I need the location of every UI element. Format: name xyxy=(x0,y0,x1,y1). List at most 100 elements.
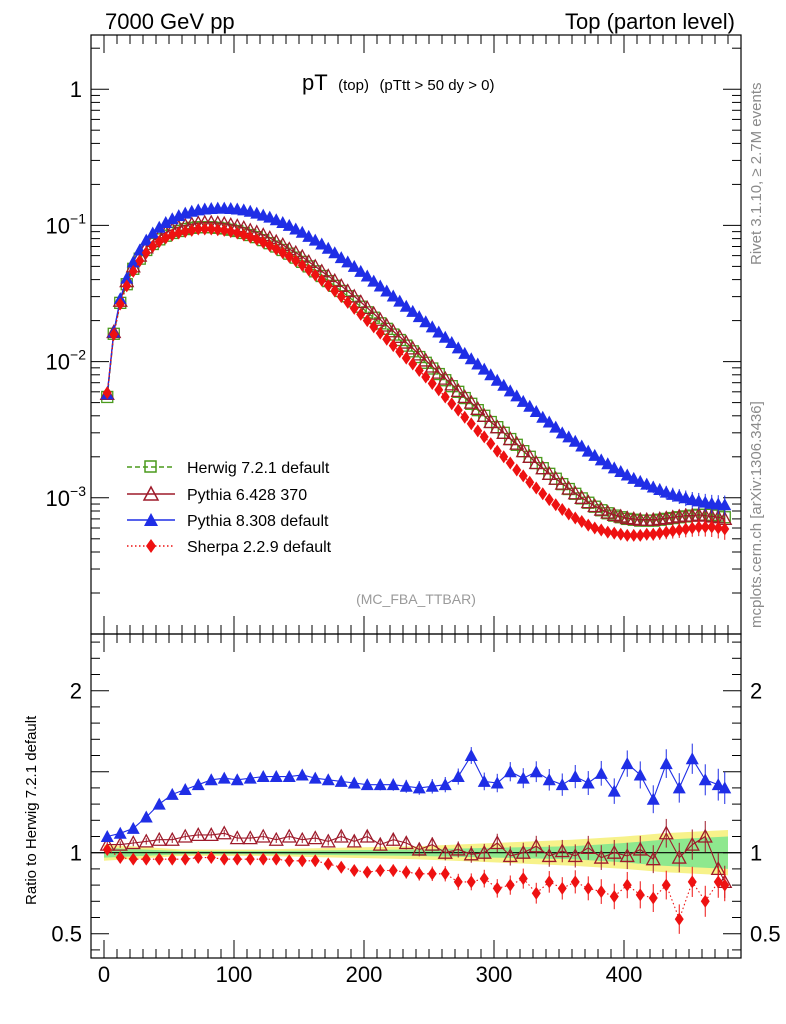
data-point xyxy=(161,231,171,245)
ratio-point xyxy=(178,783,192,796)
ratio-point xyxy=(139,810,153,823)
ratio-point xyxy=(606,844,622,859)
ratio-ylabel: Ratio to Herwig 7.2.1 default xyxy=(23,715,40,905)
data-point xyxy=(102,386,112,400)
ratio-point xyxy=(360,778,374,791)
ratio-point xyxy=(622,878,632,892)
data-point xyxy=(460,410,470,424)
ratio-point xyxy=(141,852,151,866)
y-tick-label: 10−3 xyxy=(46,483,87,511)
data-point xyxy=(372,311,388,326)
data-point xyxy=(707,520,717,534)
data-point xyxy=(568,434,582,447)
data-point xyxy=(525,475,535,489)
x-tick-label: 400 xyxy=(606,962,643,987)
ratio-point xyxy=(154,852,164,866)
data-point xyxy=(535,460,551,475)
ratio-point xyxy=(492,881,502,895)
x-tick-label: 0 xyxy=(98,962,110,987)
x-tick-label: 300 xyxy=(476,962,513,987)
ratio-point xyxy=(515,844,531,859)
ratio-point xyxy=(256,770,270,783)
ratio-y-tick-label-left: 2 xyxy=(70,679,82,704)
data-point xyxy=(315,237,329,250)
ratio-point xyxy=(503,765,517,778)
data-point xyxy=(453,403,463,417)
ratio-point xyxy=(258,852,268,866)
data-point xyxy=(447,397,457,411)
ratio-point xyxy=(490,776,504,789)
header-right: Top (parton level) xyxy=(565,9,735,34)
data-point xyxy=(607,461,621,474)
data-point xyxy=(425,320,439,333)
ratio-point xyxy=(284,854,294,868)
data-point xyxy=(713,521,723,535)
data-point xyxy=(479,430,489,444)
data-point xyxy=(549,420,563,433)
ratio-point xyxy=(596,885,606,899)
main-y-ticks xyxy=(91,47,741,635)
data-point xyxy=(360,269,374,282)
data-point xyxy=(505,456,515,470)
data-point xyxy=(347,259,361,272)
ratio-point xyxy=(671,849,687,864)
ratio-point xyxy=(698,773,712,786)
data-point xyxy=(393,294,407,307)
data-point xyxy=(375,326,385,340)
data-point xyxy=(567,485,583,500)
ratio-point xyxy=(373,778,387,791)
data-point xyxy=(310,268,320,282)
legend-label-pythia8: Pythia 8.308 default xyxy=(187,513,329,530)
ratio-point xyxy=(427,867,437,881)
main-panel: 1 10−1 10−2 10−3 xyxy=(46,34,742,635)
data-point xyxy=(561,480,577,495)
ratio-point xyxy=(310,854,320,868)
data-point xyxy=(536,410,550,423)
data-point xyxy=(302,229,316,242)
plot-title-cut: (pTtt > 50 dy > 0) xyxy=(379,77,494,94)
ratio-point xyxy=(450,841,466,856)
ratio-point xyxy=(100,830,114,842)
ratio-point xyxy=(674,912,684,926)
data-point xyxy=(323,279,333,293)
ratio-point xyxy=(568,770,582,783)
data-point xyxy=(694,520,704,534)
data-point xyxy=(515,443,531,458)
ratio-point xyxy=(718,781,732,794)
data-point xyxy=(385,323,401,338)
data-point xyxy=(401,351,411,365)
data-point xyxy=(226,225,236,239)
data-point xyxy=(574,489,590,504)
data-point xyxy=(386,289,400,302)
data-point xyxy=(471,357,485,370)
ratio-series-pythia-8-308-default xyxy=(100,743,732,842)
data-point xyxy=(139,233,153,246)
x-tick-label: 200 xyxy=(346,962,383,987)
ratio-point xyxy=(126,821,140,834)
ratio-point xyxy=(541,848,557,863)
legend-marker-pythia6 xyxy=(142,485,160,501)
ratio-y-tick-label-right: 1 xyxy=(750,841,762,866)
ratio-point xyxy=(190,827,206,842)
ratio-y-tick-label-left: 1 xyxy=(70,841,82,866)
ratio-point xyxy=(609,889,619,903)
data-point xyxy=(502,431,518,446)
data-point xyxy=(128,264,138,278)
data-point xyxy=(600,504,616,519)
data-point xyxy=(343,295,353,309)
ratio-point xyxy=(399,779,413,792)
ratio-frame xyxy=(90,633,742,959)
ratio-point xyxy=(645,851,661,866)
y-tick-label: 1 xyxy=(70,77,82,102)
data-point xyxy=(593,501,609,516)
data-point xyxy=(542,415,556,428)
data-point xyxy=(457,389,473,404)
data-point xyxy=(523,399,537,412)
ratio-panel: 2 2 1 1 0.5 0.5 0 100 200 300 400 xyxy=(51,633,781,987)
ratio-point xyxy=(411,841,427,856)
data-point xyxy=(590,521,600,535)
ratio-point xyxy=(531,886,541,900)
data-point xyxy=(405,340,421,355)
ratio-point xyxy=(180,852,190,866)
data-point xyxy=(642,527,652,541)
